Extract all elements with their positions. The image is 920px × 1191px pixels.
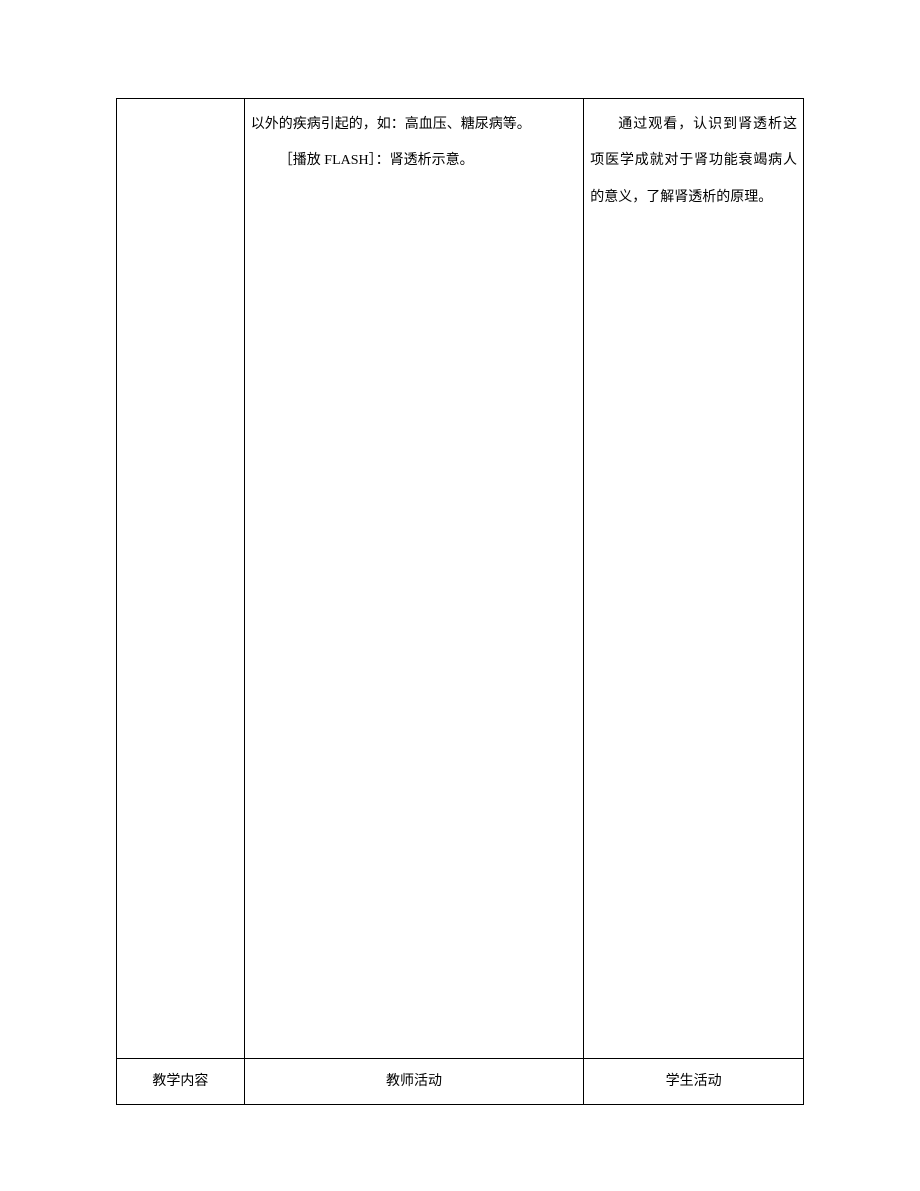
teacher-line-2: ［播放 FLASH］：肾透析示意。 bbox=[251, 143, 578, 179]
header-teaching-content: 教学内容 bbox=[117, 1059, 245, 1105]
teacher-line-1: 以外的疾病引起的，如：高血压、糖尿病等。 bbox=[251, 107, 578, 143]
header-student-activity: 学生活动 bbox=[584, 1059, 804, 1105]
student-activity-cell: 通过观看，认识到肾透析这项医学成就对于肾功能衰竭病人的意义，了解肾透析的原理。 bbox=[584, 99, 804, 1059]
teaching-content-cell bbox=[117, 99, 245, 1059]
header-row: 教学内容 教师活动 学生活动 bbox=[117, 1059, 804, 1105]
lesson-plan-table: 以外的疾病引起的，如：高血压、糖尿病等。 ［播放 FLASH］：肾透析示意。 通… bbox=[116, 98, 804, 1105]
page-container: 以外的疾病引起的，如：高血压、糖尿病等。 ［播放 FLASH］：肾透析示意。 通… bbox=[116, 98, 804, 1105]
teacher-activity-cell: 以外的疾病引起的，如：高血压、糖尿病等。 ［播放 FLASH］：肾透析示意。 bbox=[244, 99, 584, 1059]
student-text: 通过观看，认识到肾透析这项医学成就对于肾功能衰竭病人的意义，了解肾透析的原理。 bbox=[590, 107, 797, 216]
content-row: 以外的疾病引起的，如：高血压、糖尿病等。 ［播放 FLASH］：肾透析示意。 通… bbox=[117, 99, 804, 1059]
header-teacher-activity: 教师活动 bbox=[244, 1059, 584, 1105]
